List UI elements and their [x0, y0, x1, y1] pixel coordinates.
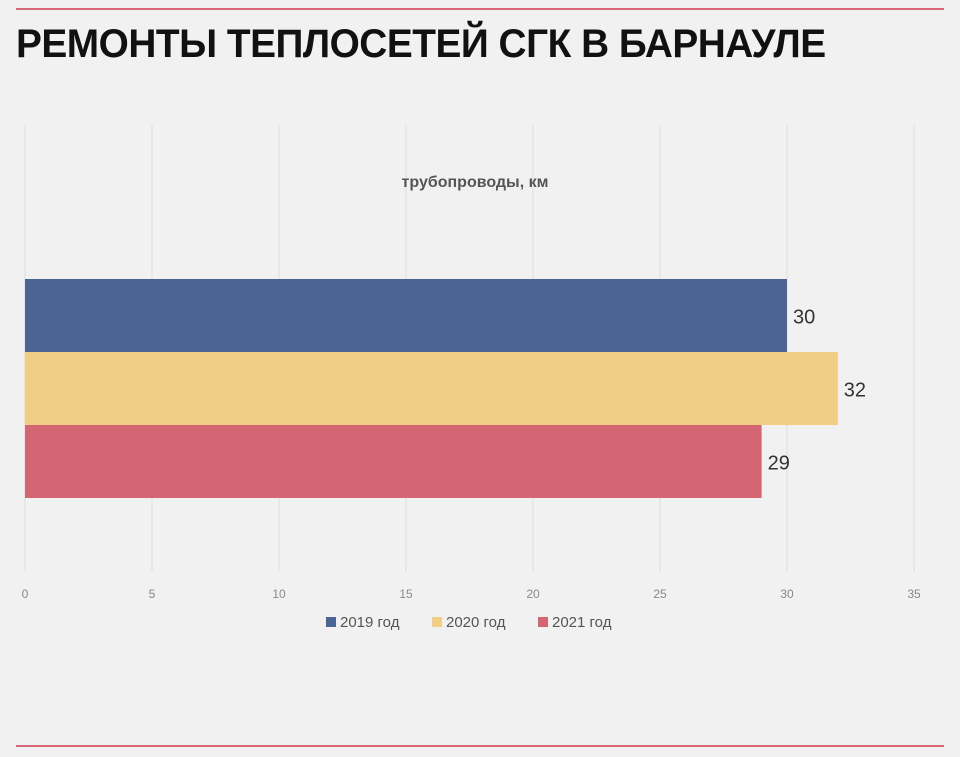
x-tick-label: 25: [653, 587, 667, 601]
legend: 2019 год 2020 год 2021 год: [326, 614, 612, 631]
x-tick-label: 30: [780, 587, 794, 601]
chart-title: трубопроводы, км: [402, 174, 549, 191]
x-tick-label: 20: [526, 587, 540, 601]
legend-label: 2019 год: [340, 614, 400, 631]
legend-swatch: [538, 617, 548, 627]
page-title: РЕМОНТЫ ТЕПЛОСЕТЕЙ СГК В БАРНАУЛЕ: [16, 22, 826, 66]
x-tick-label: 5: [149, 587, 156, 601]
bar: [25, 352, 838, 425]
top-accent-rule: [16, 8, 944, 10]
bar: [25, 425, 762, 498]
x-axis-ticks: 0 5 10 15 20 25 30 35: [22, 587, 921, 601]
legend-swatch: [326, 617, 336, 627]
data-label: 29: [768, 453, 790, 475]
legend-swatch: [432, 617, 442, 627]
x-tick-label: 15: [399, 587, 413, 601]
x-tick-label: 35: [907, 587, 921, 601]
legend-label: 2020 год: [446, 614, 506, 631]
bottom-accent-rule: [16, 745, 944, 747]
data-label: 30: [793, 307, 815, 329]
bar: [25, 279, 787, 352]
bars: 30 32 29: [25, 279, 866, 498]
data-label: 32: [844, 380, 866, 402]
x-tick-label: 10: [272, 587, 286, 601]
x-tick-label: 0: [22, 587, 29, 601]
legend-label: 2021 год: [552, 614, 612, 631]
